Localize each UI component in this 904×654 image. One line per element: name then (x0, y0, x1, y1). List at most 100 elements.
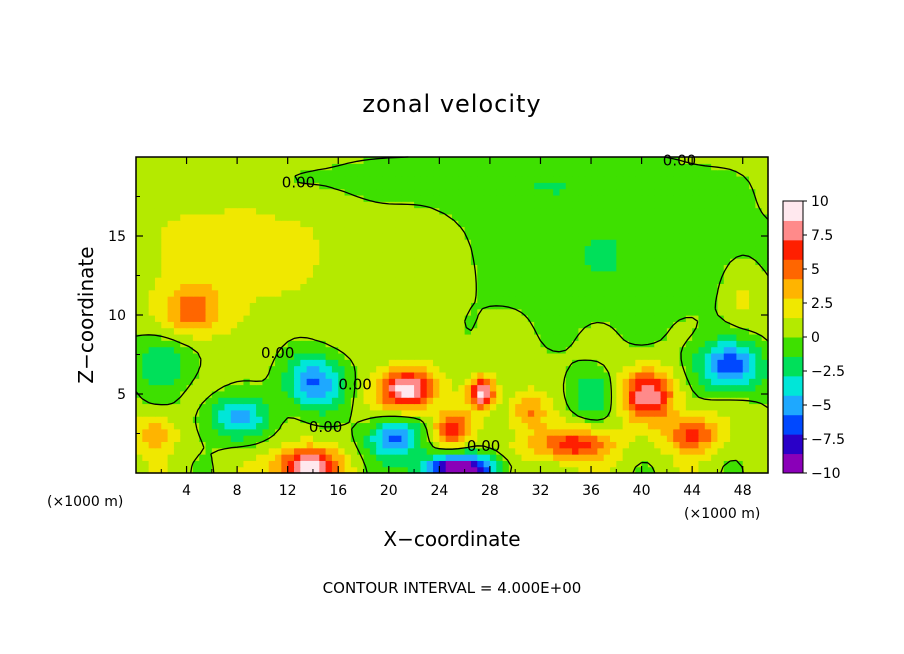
heatmap-cell (357, 239, 365, 247)
heatmap-cell (502, 157, 510, 164)
heatmap-cell (711, 378, 719, 386)
heatmap-cell (211, 169, 219, 177)
heatmap-cell (230, 264, 238, 272)
heatmap-cell (515, 308, 523, 316)
heatmap-cell (477, 182, 485, 190)
heatmap-cell (679, 460, 687, 468)
heatmap-cell (477, 390, 485, 398)
heatmap-cell (186, 188, 194, 196)
heatmap-cell (679, 157, 687, 164)
heatmap-cell (401, 232, 409, 240)
heatmap-cell (559, 435, 567, 442)
heatmap-cell (275, 226, 282, 234)
heatmap-cell (256, 277, 263, 284)
heatmap-cell (527, 232, 535, 240)
heatmap-cell (565, 315, 573, 322)
heatmap-cell (496, 201, 504, 209)
heatmap-cell (306, 315, 314, 322)
heatmap-cell (685, 308, 693, 316)
heatmap-cell (414, 302, 421, 310)
heatmap-cell (666, 283, 674, 291)
heatmap-cell (338, 422, 346, 430)
heatmap-cell (477, 409, 485, 417)
heatmap-cell (673, 226, 681, 234)
heatmap-cell (407, 333, 415, 341)
heatmap-cell (477, 422, 485, 430)
heatmap-cell (458, 264, 466, 272)
heatmap-cell (572, 409, 579, 417)
heatmap-cell (136, 378, 143, 386)
heatmap-cell (350, 454, 358, 461)
heatmap-cell (464, 365, 472, 373)
heatmap-cell (230, 333, 238, 341)
heatmap-cell (420, 333, 428, 341)
heatmap-cell (603, 378, 611, 386)
heatmap-cell (369, 232, 377, 240)
heatmap-cell (192, 264, 200, 272)
heatmap-cell (199, 175, 207, 183)
heatmap-cell (742, 258, 750, 266)
heatmap-cell (407, 169, 415, 177)
heatmap-cell (761, 169, 769, 177)
heatmap-cell (502, 352, 510, 360)
heatmap-cell (192, 157, 200, 164)
heatmap-cell (647, 333, 655, 341)
heatmap-cell (218, 232, 226, 240)
heatmap-cell (331, 245, 339, 253)
heatmap-cell (306, 435, 314, 442)
heatmap-cell (294, 245, 301, 253)
heatmap-cell (622, 188, 630, 196)
heatmap-cell (224, 226, 232, 234)
heatmap-cell (546, 220, 554, 228)
heatmap-cell (338, 289, 346, 297)
heatmap-cell (496, 435, 504, 442)
heatmap-cell (654, 182, 662, 190)
heatmap-cell (205, 371, 213, 379)
heatmap-cell (173, 251, 181, 259)
heatmap-cell (433, 340, 440, 348)
heatmap-cell (401, 226, 409, 234)
heatmap-cell (186, 466, 194, 474)
heatmap-cell (237, 270, 245, 278)
heatmap-cell (294, 447, 301, 455)
heatmap-cell (628, 188, 636, 196)
heatmap-cell (376, 264, 384, 272)
heatmap-cell (470, 340, 478, 348)
heatmap-cell (167, 346, 175, 354)
heatmap-cell (312, 258, 320, 266)
heatmap-cell (565, 264, 573, 272)
heatmap-cell (483, 201, 491, 209)
heatmap-cell (572, 213, 579, 221)
heatmap-cell (610, 220, 617, 228)
heatmap-cell (553, 466, 561, 474)
heatmap-cell (180, 157, 188, 164)
heatmap-cell (439, 460, 447, 468)
heatmap-cell (287, 333, 295, 341)
heatmap-cell (761, 163, 769, 171)
heatmap-cell (331, 308, 339, 316)
heatmap-cell (186, 296, 194, 303)
heatmap-cell (433, 371, 440, 379)
heatmap-cell (388, 226, 396, 234)
heatmap-cell (294, 251, 301, 259)
heatmap-cell (628, 182, 636, 190)
heatmap-cell (673, 441, 681, 449)
heatmap-cell (755, 321, 763, 329)
heatmap-cell (281, 302, 289, 310)
heatmap-cell (521, 289, 529, 297)
heatmap-cell (433, 201, 440, 209)
heatmap-cell (142, 277, 150, 284)
heatmap-cell (591, 435, 598, 442)
heatmap-cell (256, 340, 263, 348)
heatmap-cell (148, 163, 156, 171)
heatmap-cell (704, 340, 712, 348)
heatmap-cell (553, 296, 561, 303)
heatmap-cell (161, 428, 169, 436)
heatmap-cell (679, 245, 687, 253)
heatmap-cell (325, 466, 333, 474)
heatmap-cell (742, 403, 750, 411)
heatmap-cell (249, 270, 257, 278)
heatmap-cell (685, 409, 693, 417)
heatmap-cell (464, 466, 472, 474)
heatmap-cell (363, 441, 371, 449)
